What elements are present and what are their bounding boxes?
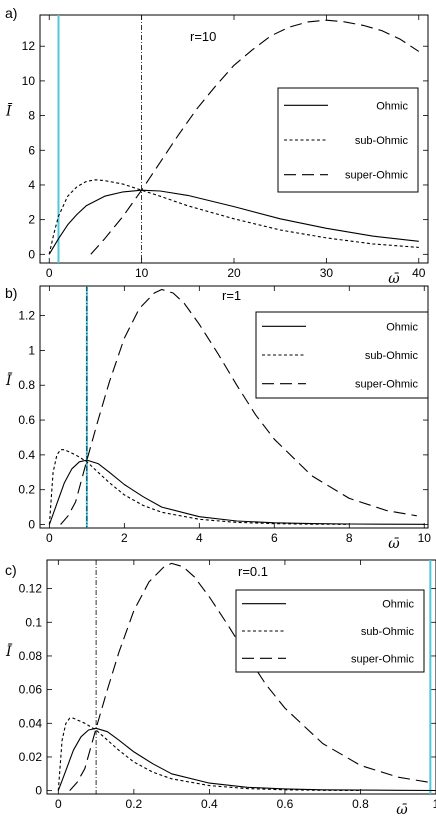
y-tick-label: 0.06	[19, 683, 43, 697]
x-tick-label: 0	[46, 266, 53, 280]
legend-entry: sub-Ohmic	[361, 626, 415, 638]
x-axis-label: ω̄	[388, 536, 400, 552]
y-tick-label: 2	[28, 213, 35, 227]
series-line-sub-ohmic	[48, 449, 350, 525]
legend: Ohmic sub-Ohmic super-Ohmic	[255, 311, 429, 399]
y-tick-label: 0.12	[19, 582, 43, 596]
plot-area	[48, 286, 425, 528]
y-tick-label: 0.04	[19, 716, 43, 730]
y-tick-label: 0.8	[18, 378, 35, 392]
r-annotation: r=0.1	[238, 564, 268, 579]
y-tick-label: 0	[35, 784, 42, 798]
y-axis-label: Ī	[5, 102, 13, 120]
plot-frame	[46, 559, 436, 795]
x-tick-label: 8	[346, 531, 353, 545]
series-line-sub-ohmic	[57, 717, 361, 792]
y-tick-label: 0.08	[19, 649, 43, 663]
legend-entry: Ohmic	[382, 599, 414, 611]
x-tick-label: 20	[227, 266, 241, 280]
y-tick-label: 0.6	[18, 413, 35, 427]
panel-b: b) 0 2 4 6 8 10 0 0.2 0.4 0.6 0.8 1 1.2 ω̄ Īr=1 Ohmic sub…	[5, 285, 431, 552]
y-tick-label: 4	[28, 178, 35, 192]
x-tick-label: 0.4	[201, 797, 218, 811]
x-tick-label: 6	[271, 531, 278, 545]
x-tick-label: 40	[412, 266, 426, 280]
x-tick-label: 0.6	[277, 797, 294, 811]
y-tick-label: 0	[28, 247, 35, 261]
x-tick-label: 1	[433, 797, 436, 811]
legend-entry: Ohmic	[386, 321, 418, 333]
plot-area	[48, 15, 420, 263]
plot-frame	[39, 285, 429, 529]
x-tick-label: 10	[418, 531, 432, 545]
x-tick-label: 4	[196, 531, 203, 545]
series-line-super-ohmic	[90, 19, 420, 255]
series-line-ohmic	[48, 459, 425, 525]
y-axis-label: Ī	[5, 642, 13, 660]
series-line-ohmic	[57, 727, 436, 792]
plot-area	[57, 560, 436, 794]
x-tick-label: 0.8	[352, 797, 369, 811]
x-tick-label: 0	[55, 797, 62, 811]
y-tick-label: 1.2	[18, 309, 35, 323]
y-tick-label: 0.1	[25, 615, 42, 629]
legend: Ohmic sub-Ohmic super-Ohmic	[235, 589, 425, 673]
y-tick-label: 1	[28, 343, 35, 357]
panel-label: a)	[5, 5, 17, 21]
y-tick-label: 10	[22, 74, 36, 88]
y-axis-label: Ī	[5, 371, 13, 389]
r-annotation: r=1	[222, 288, 241, 303]
panel-c: c) 0 0.2 0.4 0.6 0.8 1 0 0.02 0.04 0.06 0.08 0.1 0.12…	[5, 559, 436, 818]
series-line-super-ohmic	[69, 562, 429, 791]
y-tick-label: 12	[22, 39, 36, 53]
y-tick-label: 8	[28, 109, 35, 123]
x-axis-label: ω̄	[388, 271, 400, 287]
y-tick-label: 0	[28, 518, 35, 532]
panel-label: c)	[5, 562, 17, 578]
x-tick-label: 30	[320, 266, 334, 280]
legend-entry: super-Ohmic	[351, 653, 414, 665]
x-tick-label: 0.2	[126, 797, 143, 811]
legend: Ohmic sub-Ohmic super-Ohmic	[277, 87, 419, 193]
y-tick-label: 6	[28, 143, 35, 157]
legend-entry: sub-Ohmic	[365, 350, 419, 362]
y-tick-label: 0.2	[18, 483, 35, 497]
panel-label: b)	[5, 285, 17, 301]
y-tick-label: 0.02	[19, 750, 43, 764]
x-tick-label: 10	[135, 266, 149, 280]
x-tick-label: 2	[121, 531, 128, 545]
panel-a: a) 0 10 20 30 40 0 2 4 6 8 10 12 ω̄ Īr=10 Ohmic sub-Ohmi…	[5, 5, 429, 287]
legend-entry: sub-Ohmic	[355, 135, 409, 147]
series-line-ohmic	[48, 189, 419, 255]
x-axis-label: ω̄	[396, 802, 408, 818]
series-line-sub-ohmic	[48, 179, 419, 255]
legend-entry: super-Ohmic	[355, 379, 418, 391]
legend-entry: Ohmic	[376, 100, 408, 112]
x-tick-label: 0	[46, 531, 53, 545]
r-annotation: r=10	[190, 29, 216, 44]
legend-entry: super-Ohmic	[345, 170, 408, 182]
y-tick-label: 0.4	[18, 448, 35, 462]
series-line-super-ohmic	[60, 288, 417, 525]
